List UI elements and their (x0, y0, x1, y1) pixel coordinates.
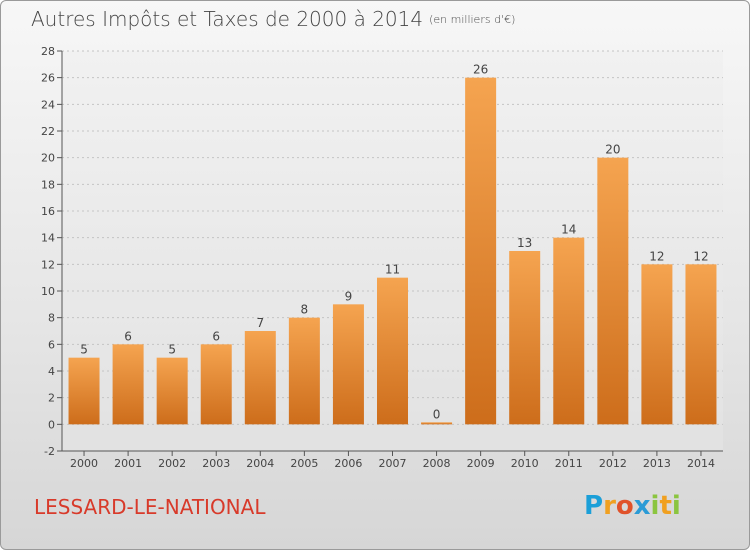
x-tick-label: 2003 (202, 457, 230, 470)
proxiti-logo: Proxiti (584, 491, 681, 521)
bar (509, 251, 541, 425)
data-label: 0 (433, 407, 441, 421)
y-tick-label: 20 (41, 152, 55, 165)
bar (641, 264, 673, 425)
chart-title-text: Autres Impôts et Taxes de 2000 à 2014 (31, 7, 424, 31)
x-tick-label: 2011 (555, 457, 583, 470)
data-label: 6 (124, 329, 132, 343)
y-tick-label: -2 (44, 445, 55, 458)
chart-subtitle: (en milliers d'€) (429, 13, 516, 26)
y-tick-label: 26 (41, 72, 55, 85)
y-tick-label: 2 (48, 392, 55, 405)
x-tick-label: 2013 (643, 457, 671, 470)
x-tick-label: 2001 (114, 457, 142, 470)
bar (288, 317, 320, 425)
y-tick-label: 12 (41, 258, 55, 271)
bar (68, 357, 100, 425)
y-tick-label: 28 (41, 45, 55, 58)
y-tick-label: 6 (48, 338, 55, 351)
y-tick-label: 10 (41, 285, 55, 298)
x-tick-label: 2008 (423, 457, 451, 470)
y-tick-label: 22 (41, 125, 55, 138)
data-label: 26 (473, 63, 488, 77)
x-tick-label: 2007 (379, 457, 407, 470)
bar (200, 344, 232, 425)
data-label: 7 (256, 316, 264, 330)
bar (156, 357, 188, 425)
y-tick-label: 14 (41, 232, 55, 245)
place-name: LESSARD-LE-NATIONAL (34, 495, 266, 519)
bar (597, 157, 629, 425)
data-label: 11 (385, 263, 400, 277)
bar (553, 237, 585, 425)
bar (244, 331, 276, 425)
y-tick-label: 8 (48, 312, 55, 325)
y-tick-label: 16 (41, 205, 55, 218)
data-label: 20 (605, 143, 620, 157)
x-tick-label: 2005 (290, 457, 318, 470)
chart-title: Autres Impôts et Taxes de 2000 à 2014 (en… (31, 7, 515, 31)
x-tick-label: 2006 (334, 457, 362, 470)
x-tick-label: 2002 (158, 457, 186, 470)
data-label: 5 (168, 343, 176, 357)
x-tick-label: 2010 (511, 457, 539, 470)
data-label: 14 (561, 223, 576, 237)
data-label: 9 (345, 289, 353, 303)
bar (377, 277, 408, 425)
bar (685, 264, 717, 425)
data-label: 5 (80, 343, 88, 357)
y-tick-label: 0 (48, 418, 55, 431)
data-label: 13 (517, 236, 532, 250)
x-tick-label: 2009 (467, 457, 495, 470)
bar (112, 344, 144, 425)
bar (465, 77, 497, 425)
data-label: 8 (301, 303, 309, 317)
x-tick-label: 2000 (70, 457, 98, 470)
x-tick-label: 2014 (687, 457, 715, 470)
data-label: 12 (693, 249, 708, 263)
y-tick-label: 18 (41, 178, 55, 191)
x-tick-label: 2004 (246, 457, 274, 470)
bar (421, 422, 453, 425)
bar (332, 304, 364, 425)
x-tick-label: 2012 (599, 457, 627, 470)
data-label: 6 (212, 329, 220, 343)
data-label: 12 (649, 249, 664, 263)
y-tick-label: 4 (48, 365, 55, 378)
y-tick-label: 24 (41, 98, 55, 111)
